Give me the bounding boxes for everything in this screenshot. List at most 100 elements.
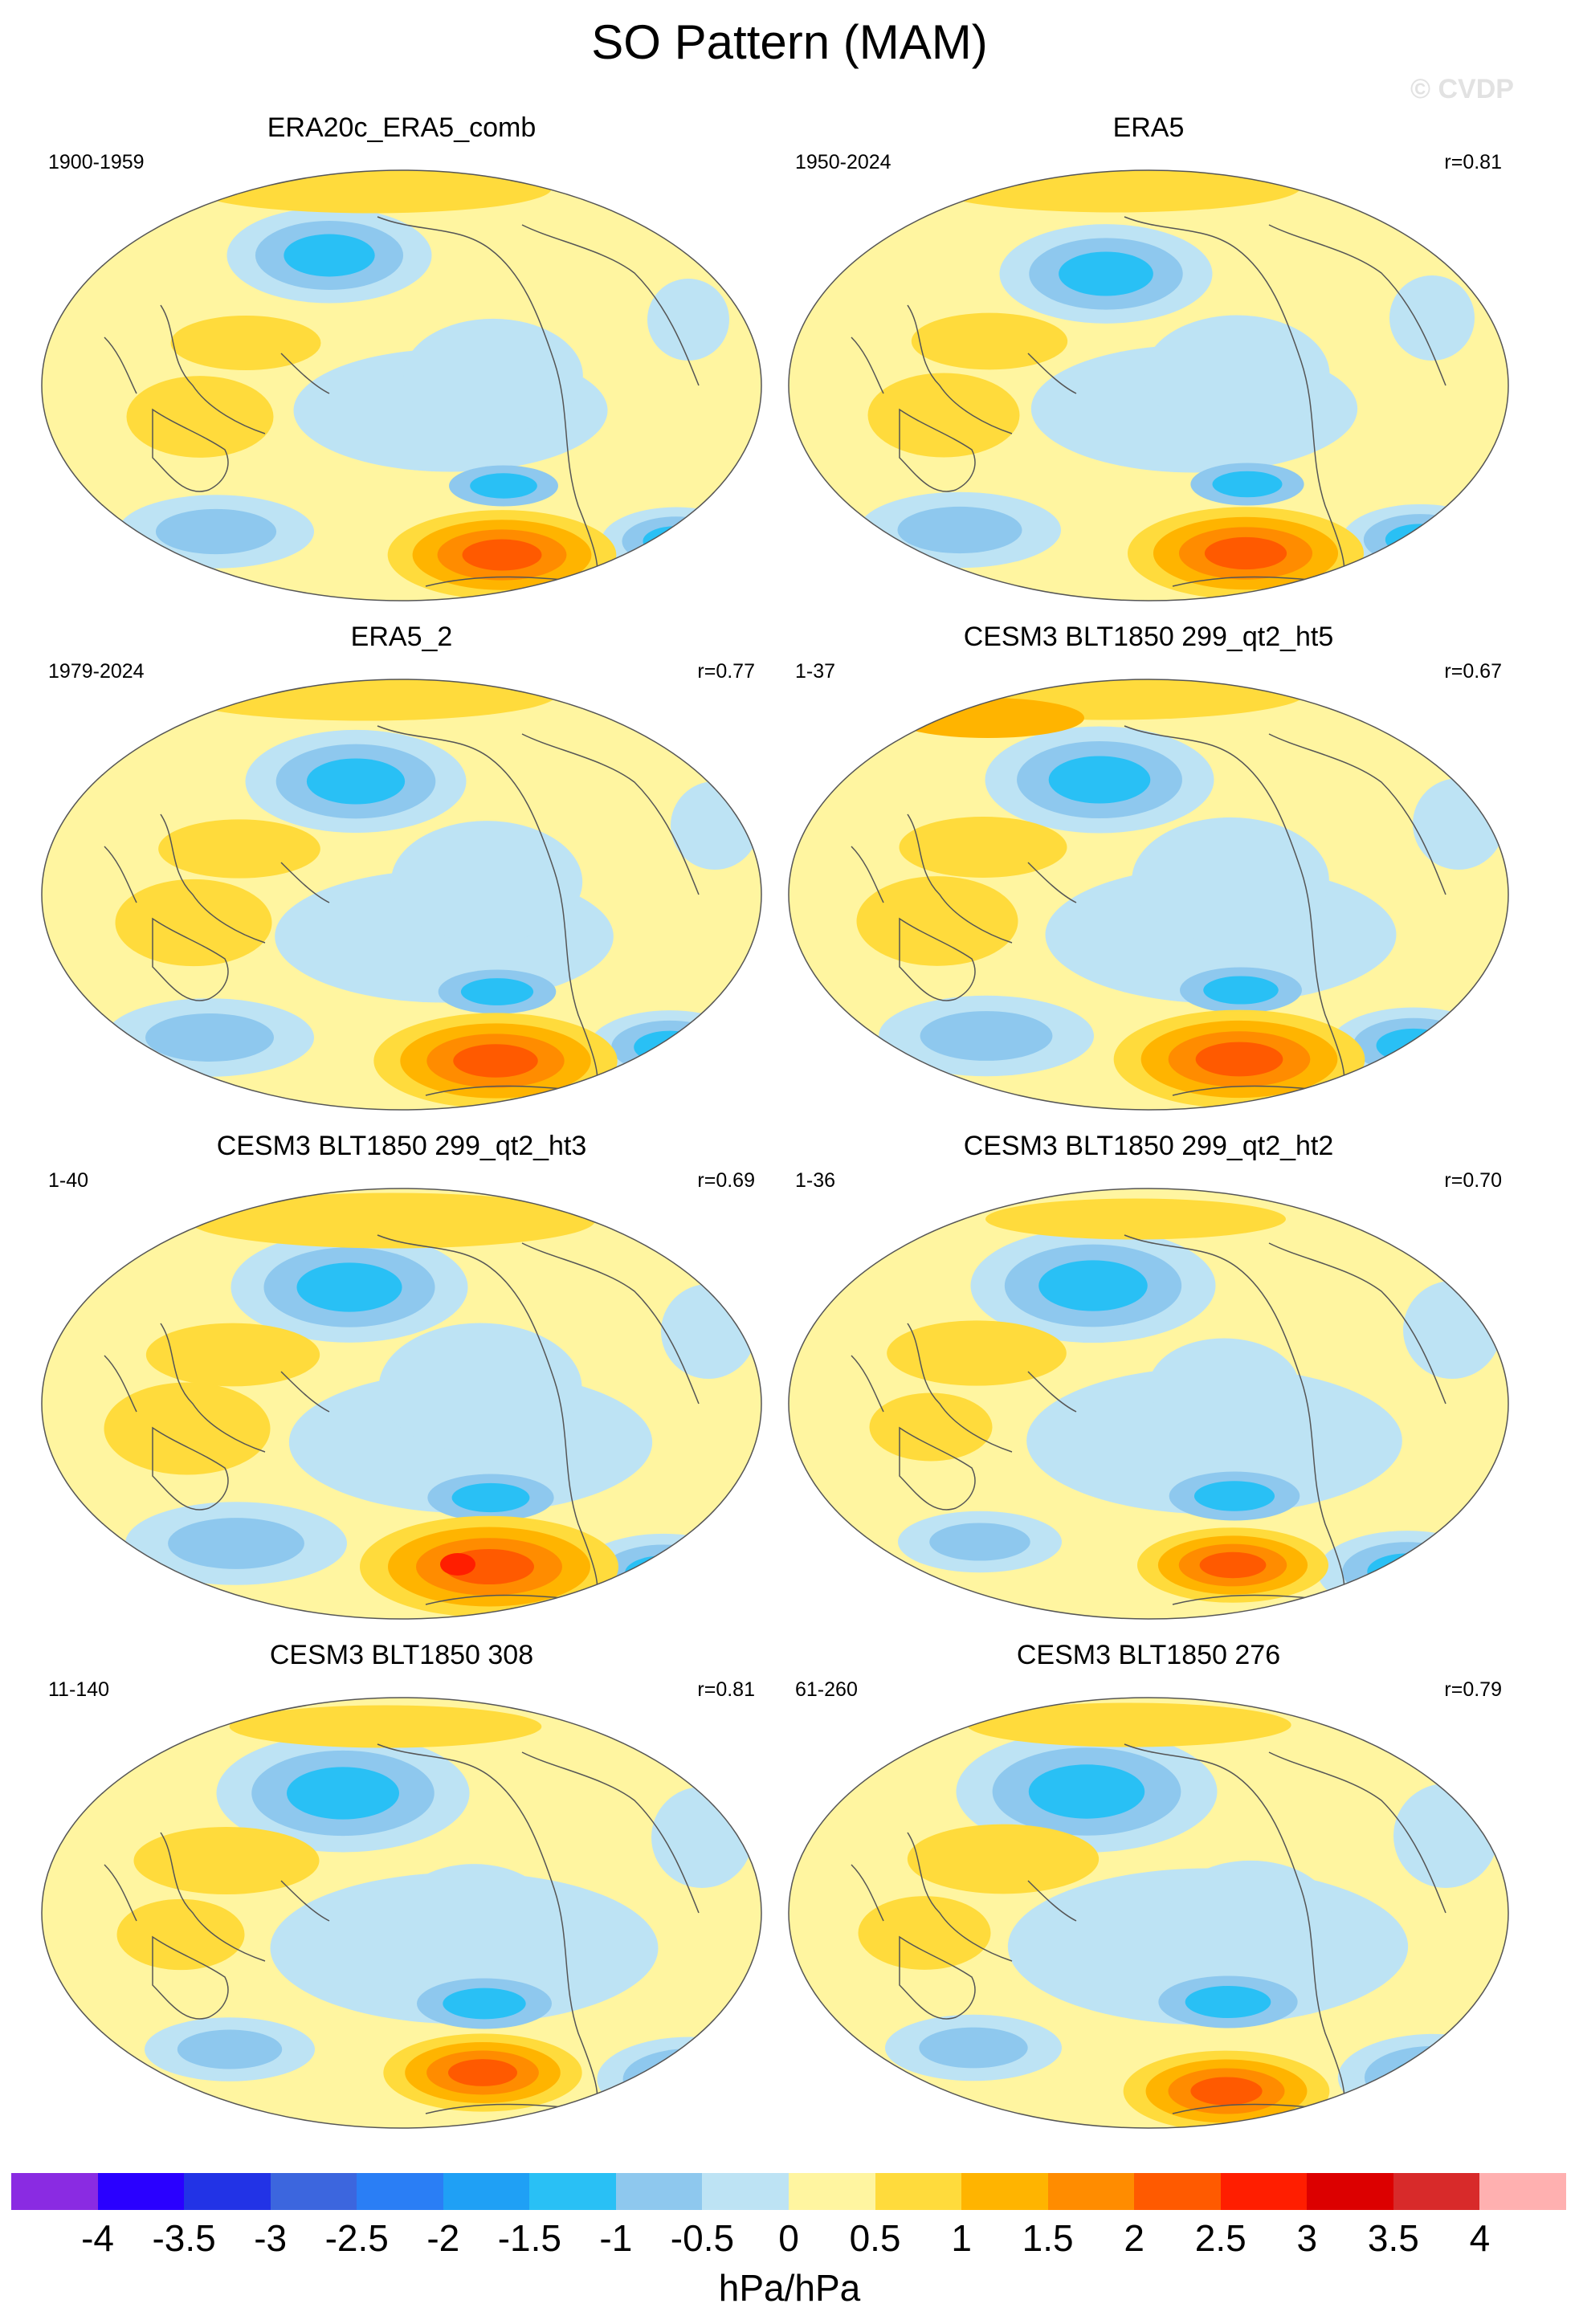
map-border — [41, 679, 762, 1111]
colorbar-cell — [1134, 2173, 1222, 2210]
panel-title: ERA5 — [1112, 112, 1185, 143]
anomaly-contour — [1413, 778, 1504, 870]
anomaly-contour — [115, 879, 272, 967]
map-border — [788, 679, 1509, 1111]
coastline — [280, 353, 330, 394]
global-map — [788, 679, 1509, 1111]
anomaly-contour — [306, 758, 406, 805]
anomaly-contour — [158, 819, 320, 879]
coastline — [907, 1832, 1013, 1962]
colorbar-tick-label: -2 — [426, 2217, 460, 2259]
coastline — [377, 1743, 598, 2114]
anomaly-contour — [460, 978, 534, 1005]
anomaly-contour — [403, 318, 583, 434]
panel-title: ERA5_2 — [350, 622, 453, 652]
anomaly-contour — [170, 316, 321, 370]
colorbar-cell — [1047, 2173, 1135, 2210]
coastline — [899, 408, 976, 492]
colorbar-tick-label: -0.5 — [670, 2217, 735, 2259]
coastline — [899, 917, 976, 1001]
global-map — [41, 169, 762, 601]
anomaly-contour — [911, 312, 1068, 370]
anomaly-contour — [651, 1787, 753, 1888]
anomaly-contour — [126, 376, 274, 458]
anomaly-contour — [1353, 1017, 1475, 1074]
coastline — [1124, 1234, 1345, 1605]
anomaly-contour — [443, 1988, 526, 2020]
panel-title: CESM3 BLT1850 299_qt2_ht3 — [216, 1131, 587, 1161]
anomaly-contour — [907, 1824, 1100, 1894]
global-map — [788, 169, 1509, 601]
anomaly-field — [42, 170, 761, 601]
anomaly-contour — [296, 1262, 402, 1312]
anomaly-contour — [453, 1044, 538, 1078]
anomaly-contour — [1367, 1553, 1447, 1590]
anomaly-contour — [867, 373, 1020, 458]
coastline — [152, 1935, 229, 2020]
colorbar-cell — [702, 2173, 790, 2210]
panel-correlation: r=0.70 — [1444, 1169, 1502, 1192]
anomaly-contour — [1203, 976, 1279, 1005]
coastline — [851, 1864, 884, 1922]
colorbar-cell — [789, 2173, 876, 2210]
colorbar-cell — [1479, 2173, 1567, 2210]
colorbar-tick-label: 1.5 — [1022, 2217, 1074, 2259]
anomaly-contour — [1193, 1481, 1275, 1511]
anomaly-contour — [897, 506, 1022, 554]
colorbar-cell — [11, 2173, 99, 2210]
anomaly-contour — [899, 817, 1067, 878]
anomaly-contour — [378, 1323, 582, 1453]
anomaly-contour — [1190, 2077, 1263, 2106]
panel-title: CESM3 BLT1850 299_qt2_ht5 — [963, 622, 1334, 652]
anomaly-field — [42, 1189, 761, 1619]
anomaly-field — [789, 170, 1508, 601]
map-panel: CESM3 BLT1850 299_qt2_ht5 1-37 r=0.67 — [771, 622, 1526, 1119]
anomaly-contour — [1342, 1542, 1472, 1601]
coastline — [907, 304, 1013, 434]
map-panel: CESM3 BLT1850 299_qt2_ht2 1-36 r=0.70 — [771, 1131, 1526, 1629]
colorbar-tick-label: 2 — [1124, 2217, 1145, 2259]
panel-title: ERA20c_ERA5_comb — [267, 112, 537, 143]
global-map — [41, 679, 762, 1111]
panel-title: CESM3 BLT1850 276 — [1016, 1640, 1281, 1670]
anomaly-field — [42, 679, 761, 1110]
anomaly-contour — [229, 1705, 542, 1748]
anomaly-contour — [1195, 1042, 1283, 1077]
anomaly-contour — [462, 539, 542, 571]
coastline — [1027, 1880, 1077, 1922]
map-border — [41, 1697, 762, 2129]
coastline — [851, 846, 884, 903]
anomaly-contour — [284, 234, 375, 277]
anomaly-contour — [145, 1013, 274, 1062]
anomaly-contour — [177, 2029, 283, 2069]
anomaly-contour — [447, 2059, 518, 2086]
coastline — [1268, 224, 1446, 386]
colorbar-units: hPa/hPa — [718, 2267, 861, 2309]
anomaly-contour — [1144, 315, 1330, 434]
anomaly-contour — [648, 2060, 732, 2098]
coastline — [160, 1832, 266, 1962]
anomaly-contour — [967, 1702, 1291, 1747]
colorbar-tick-label: 0.5 — [849, 2217, 901, 2259]
anomaly-contour — [451, 1482, 530, 1513]
colorbar-tick-label: -2.5 — [324, 2217, 389, 2259]
coastline — [1027, 862, 1077, 903]
coastline — [1124, 1743, 1345, 2114]
anomaly-contour — [1376, 1028, 1451, 1063]
anomaly-contour — [647, 279, 729, 361]
coastline — [152, 408, 229, 492]
anomaly-contour — [671, 781, 759, 870]
anomaly-contour — [624, 1555, 703, 1591]
panel-title: CESM3 BLT1850 308 — [269, 1640, 534, 1670]
coastline — [899, 1426, 976, 1511]
anomaly-contour — [1363, 514, 1477, 565]
map-panel: CESM3 BLT1850 308 11-140 r=0.81 — [24, 1640, 779, 2138]
anomaly-contour — [390, 821, 583, 943]
coastline — [280, 1880, 330, 1922]
anomaly-contour — [116, 1898, 245, 1971]
coastline — [521, 733, 700, 895]
anomaly-field — [789, 679, 1508, 1110]
coastline — [104, 336, 137, 394]
anomaly-contour — [1204, 536, 1287, 570]
colorbar-cell — [1220, 2173, 1308, 2210]
